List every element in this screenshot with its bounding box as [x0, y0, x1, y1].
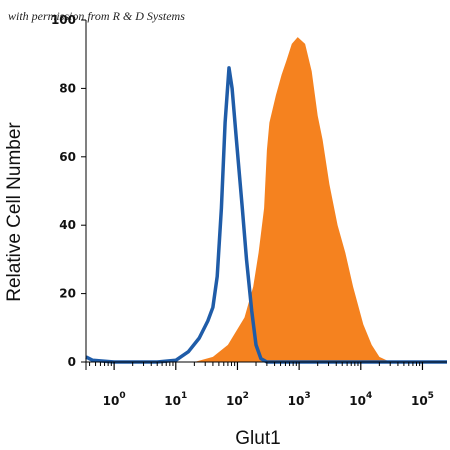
glut1-stained-histogram: [86, 37, 447, 362]
x-tick-base: 10: [164, 394, 181, 408]
y-axis-title: Relative Cell Number: [4, 122, 25, 302]
x-tick-base: 10: [411, 394, 428, 408]
x-tick-label: 103: [288, 391, 311, 408]
y-tick-label: 20: [59, 287, 76, 301]
x-tick-label: 105: [411, 391, 434, 408]
y-tick-label: 40: [59, 218, 76, 232]
y-tick-label: 60: [59, 150, 76, 164]
x-tick-exponent: 1: [181, 391, 187, 401]
x-tick-label: 101: [164, 391, 187, 408]
x-tick-base: 10: [103, 394, 120, 408]
x-tick-label: 102: [226, 391, 249, 408]
x-tick-label: 104: [349, 391, 372, 408]
isotype-control-outline: [85, 66, 447, 364]
x-axis-title: Glut1: [235, 428, 280, 449]
x-tick-exponent: 0: [119, 391, 125, 401]
x-tick-base: 10: [349, 394, 366, 408]
permission-watermark: with permission from R & D Systems: [8, 9, 185, 23]
x-tick-base: 10: [226, 394, 243, 408]
x-tick-exponent: 2: [243, 391, 249, 401]
x-tick-base: 10: [288, 394, 305, 408]
y-tick-label: 100: [51, 13, 76, 27]
x-tick-exponent: 4: [366, 391, 372, 401]
y-tick-label: 80: [59, 81, 76, 95]
x-tick-label: 100: [103, 391, 126, 408]
y-tick-label: 0: [68, 355, 76, 369]
x-tick-exponent: 5: [428, 391, 434, 401]
x-tick-exponent: 3: [304, 391, 310, 401]
